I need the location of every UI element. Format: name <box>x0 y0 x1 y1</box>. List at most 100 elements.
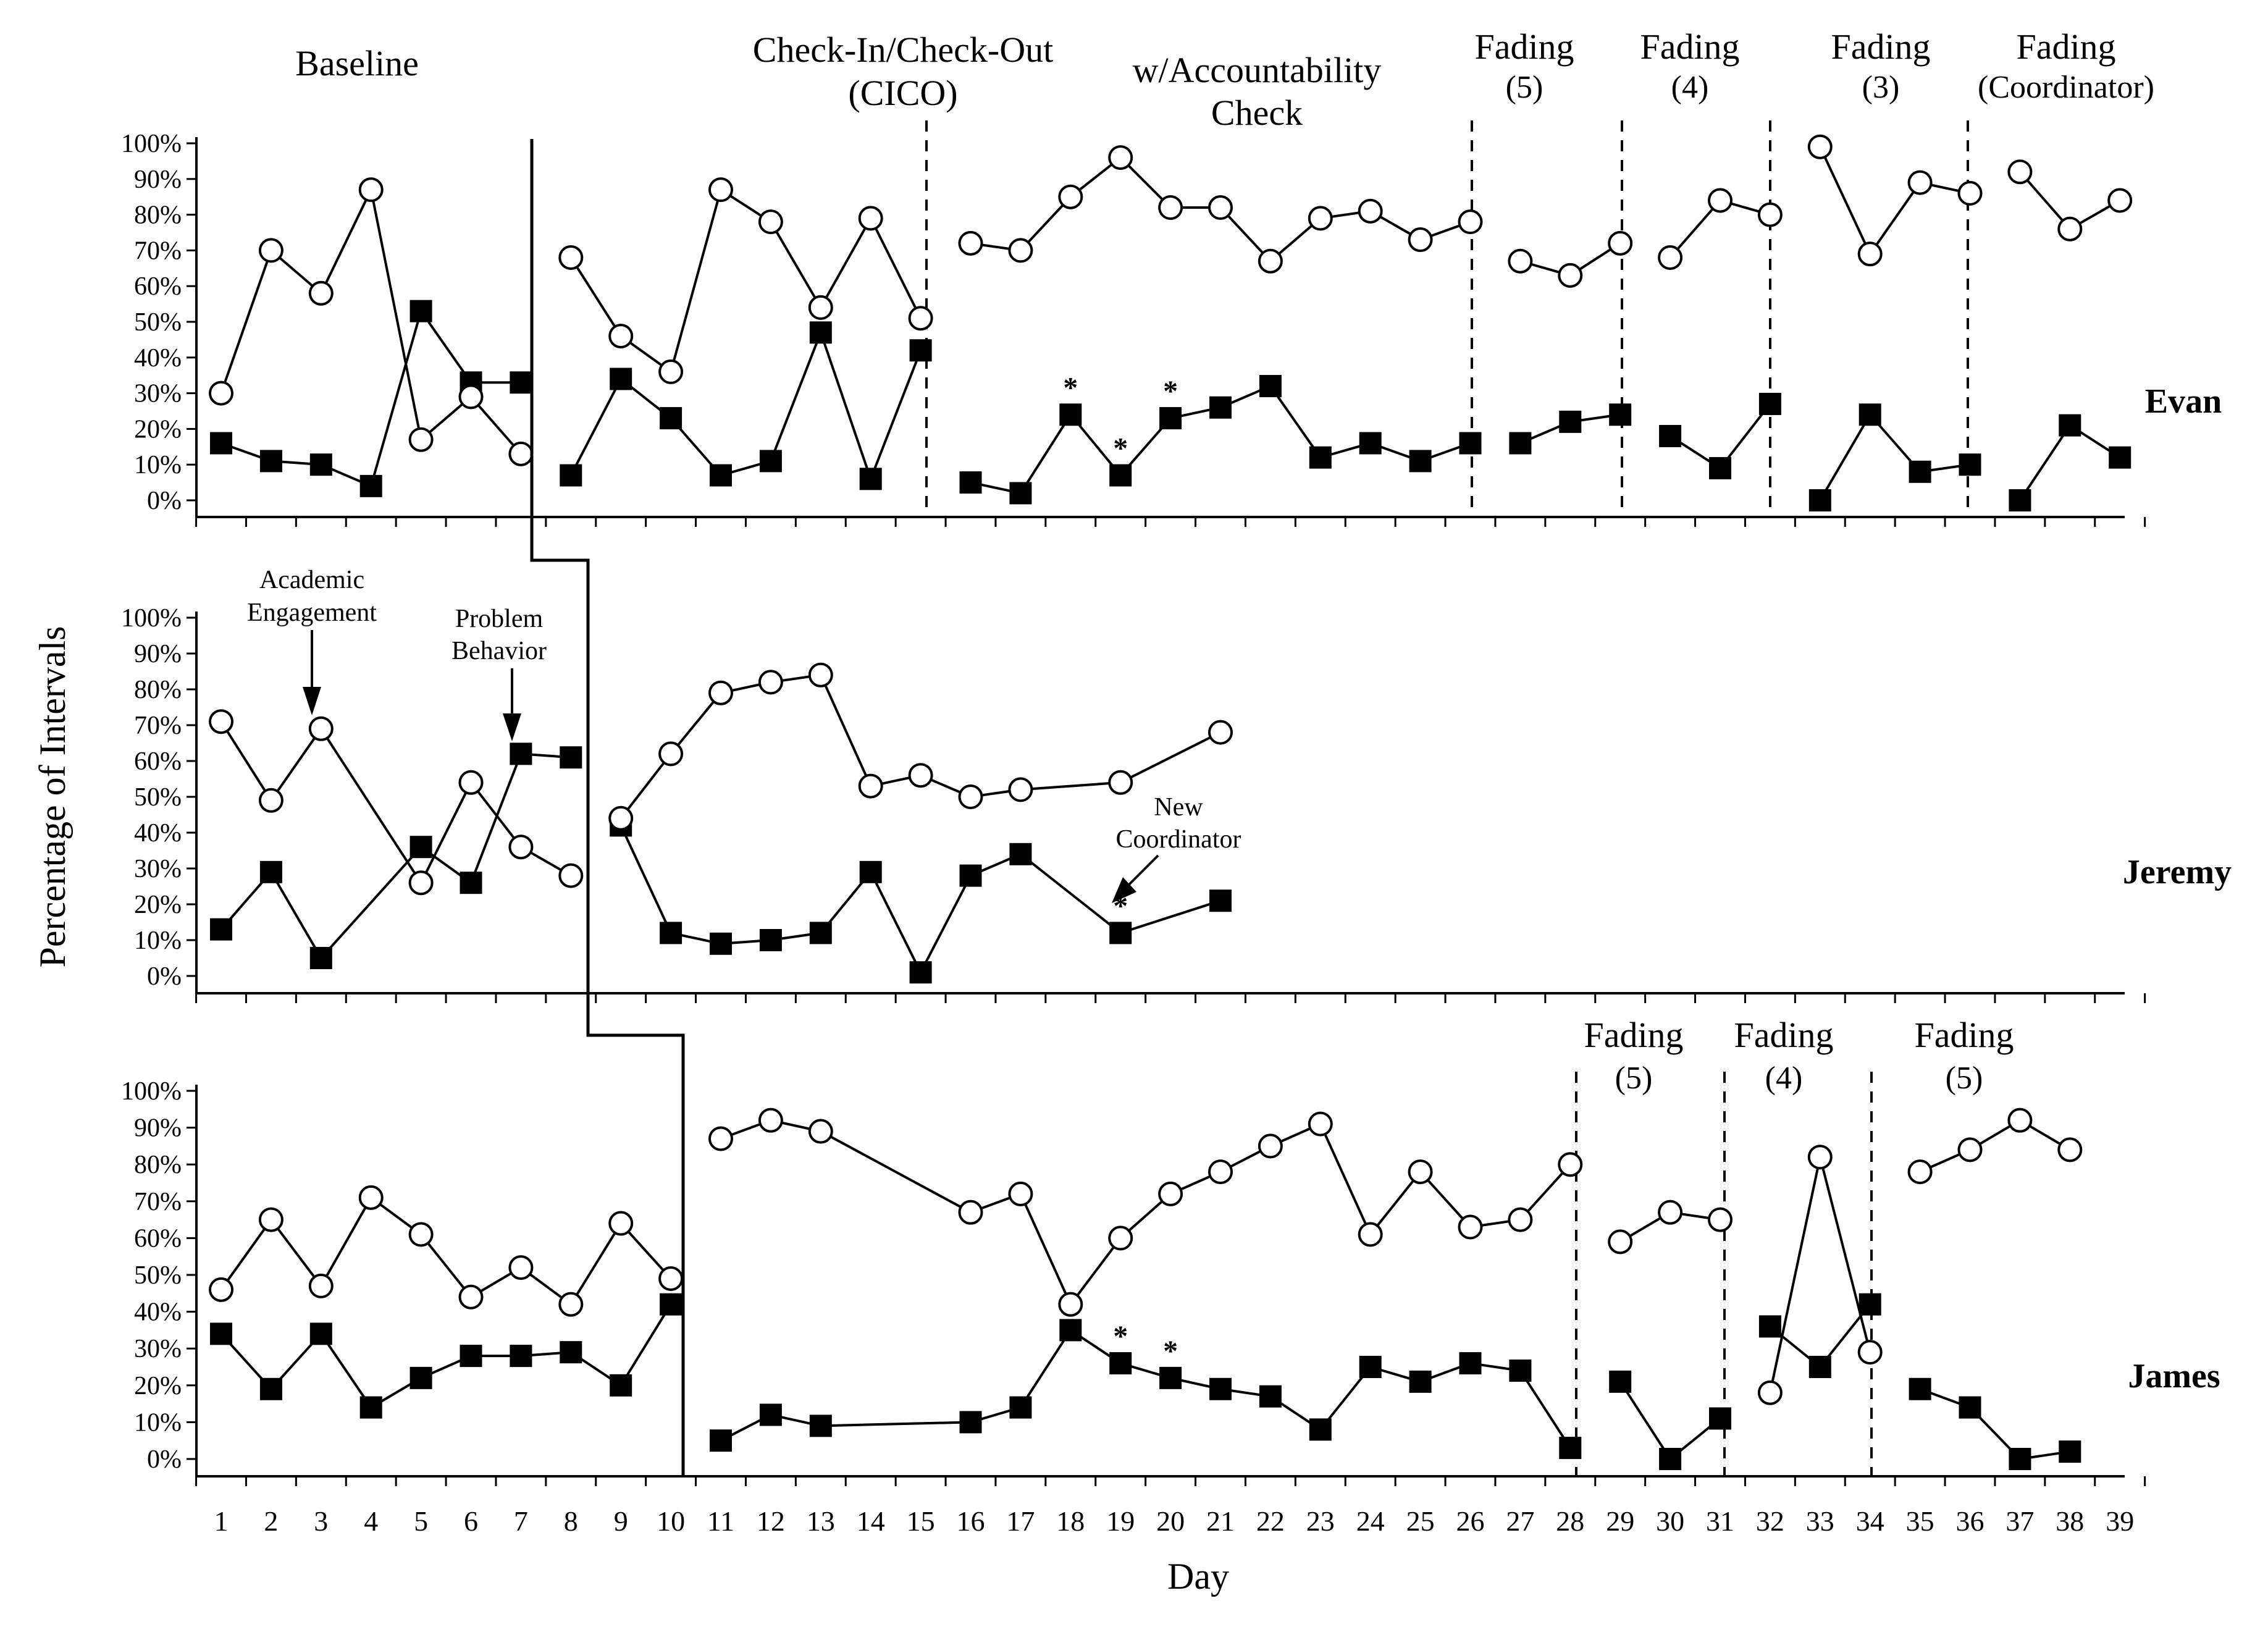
x-tick-label: 23 <box>1306 1505 1335 1537</box>
participant-label: Evan <box>2145 382 2222 421</box>
fading-title: Fading <box>1914 1015 2014 1055</box>
problem-behavior-point <box>1509 432 1532 455</box>
y-tick-label: 90% <box>134 166 182 194</box>
academic-engagement-point <box>2007 159 2033 185</box>
phase-label-accountability-line1: w/Accountability <box>1133 50 1382 90</box>
y-tick-label: 20% <box>134 891 182 919</box>
x-tick-label: 25 <box>1406 1505 1435 1537</box>
phase-label-cico-line2: (CICO) <box>848 73 957 113</box>
academic-engagement-point <box>209 380 233 406</box>
academic-engagement-point <box>1658 1200 1683 1225</box>
participant-label: Jeremy <box>2123 853 2232 891</box>
problem-behavior-point <box>959 471 982 494</box>
academic-engagement-point <box>2057 1137 2083 1162</box>
academic-engagement-point <box>958 230 983 256</box>
x-tick-label: 6 <box>464 1505 478 1537</box>
star-marker: * <box>1113 432 1128 465</box>
star-marker: * <box>1163 375 1178 408</box>
academic-engagement-point <box>508 835 534 860</box>
problem-behavior-series-line <box>1919 1387 2070 1461</box>
x-tick-label: 10 <box>657 1505 685 1537</box>
x-tick-label: 27 <box>1506 1505 1534 1537</box>
academic-engagement-point <box>1158 195 1183 221</box>
annotation-academic-engagement-line2: Engagement <box>247 599 377 627</box>
problem-behavior-point <box>1459 1352 1482 1375</box>
academic-engagement-point <box>1558 263 1583 288</box>
problem-behavior-point <box>1109 922 1132 944</box>
problem-behavior-point <box>410 836 432 859</box>
y-tick-label: 0% <box>147 962 182 991</box>
problem-behavior-point <box>660 407 682 430</box>
problem-behavior-point <box>1159 407 1182 430</box>
problem-behavior-point <box>359 474 382 497</box>
academic-engagement-point <box>1857 1340 1883 1365</box>
problem-behavior-point <box>510 1345 532 1368</box>
academic-engagement-point <box>1807 1145 1833 1170</box>
academic-engagement-point <box>508 1255 534 1280</box>
problem-behavior-point <box>759 450 782 473</box>
problem-behavior-point <box>1209 1377 1232 1400</box>
academic-engagement-point <box>358 177 384 203</box>
participant-label: James <box>2128 1357 2220 1395</box>
problem-behavior-point <box>1259 375 1282 398</box>
annotation-problem-behavior-arrowhead <box>503 713 521 741</box>
x-tick-label: 5 <box>414 1505 428 1537</box>
problem-behavior-point <box>2059 414 2081 437</box>
problem-behavior-point <box>1359 1356 1382 1378</box>
phase-label-baseline: Baseline <box>295 43 419 83</box>
y-tick-label: 20% <box>134 415 182 444</box>
problem-behavior-point <box>1659 1448 1682 1470</box>
problem-behavior-point <box>610 368 632 390</box>
academic-engagement-point <box>758 670 783 695</box>
problem-behavior-point <box>1758 1315 1781 1338</box>
panels: 0%10%20%30%40%50%60%70%80%90%100%*** Evan… <box>121 120 2232 1537</box>
problem-behavior-point <box>859 860 882 883</box>
academic-engagement-point <box>758 209 783 235</box>
academic-engagement-point <box>2007 1108 2033 1133</box>
problem-behavior-point <box>1858 403 1881 426</box>
problem-behavior-series-line <box>1619 1381 1721 1461</box>
problem-behavior-point <box>1808 1356 1831 1378</box>
x-tick-label: 16 <box>957 1505 985 1537</box>
academic-engagement-point <box>808 662 833 687</box>
problem-behavior-point <box>809 922 832 944</box>
problem-behavior-point <box>909 339 932 362</box>
problem-behavior-series-line <box>569 329 922 483</box>
academic-engagement-point <box>458 770 484 795</box>
academic-engagement-point <box>458 1284 484 1310</box>
problem-behavior-point <box>309 1322 332 1345</box>
y-tick-label: 80% <box>134 676 182 704</box>
academic-engagement-point <box>1258 248 1283 274</box>
problem-behavior-point <box>1609 1370 1632 1393</box>
fading-labels-evan: Fading(5)Fading(4)Fading(3)Fading(Coordi… <box>1474 27 2154 105</box>
problem-behavior-point <box>1059 403 1082 426</box>
problem-behavior-point <box>660 922 682 944</box>
x-tick-label: 9 <box>614 1505 628 1537</box>
x-tick-label: 30 <box>1656 1505 1684 1537</box>
academic-engagement-point <box>1058 1292 1083 1317</box>
academic-engagement-point <box>558 245 584 270</box>
annotation-problem-behavior-line2: Behavior <box>452 637 547 665</box>
problem-behavior-point <box>460 872 482 894</box>
fading-labels-james: Fading (5) Fading (4) Fading (5) <box>1584 1015 2014 1096</box>
academic-engagement-point <box>1308 1111 1333 1137</box>
y-tick-label: 10% <box>134 927 182 955</box>
problem-behavior-point <box>1009 482 1032 505</box>
y-tick-label: 90% <box>134 640 182 668</box>
problem-behavior-point <box>1159 1366 1182 1389</box>
fading-title: Fading <box>1584 1015 1683 1055</box>
academic-engagement-point <box>558 863 584 888</box>
x-tick-label: 29 <box>1606 1505 1634 1537</box>
problem-behavior-point <box>1858 1293 1881 1316</box>
y-tick-label: 80% <box>134 201 182 230</box>
x-tick-label: 18 <box>1056 1505 1085 1537</box>
x-tick-label: 2 <box>264 1505 278 1537</box>
y-tick-label: 100% <box>121 1077 182 1106</box>
academic-engagement-point <box>258 788 284 813</box>
academic-engagement-series-line <box>1818 146 1970 257</box>
annotation-new-coordinator: New Coordinator <box>1112 793 1241 903</box>
problem-behavior-point <box>809 321 832 344</box>
fading-subtitle: (4) <box>1671 70 1709 105</box>
y-tick-label: 30% <box>134 380 182 408</box>
problem-behavior-point <box>1559 1437 1582 1460</box>
